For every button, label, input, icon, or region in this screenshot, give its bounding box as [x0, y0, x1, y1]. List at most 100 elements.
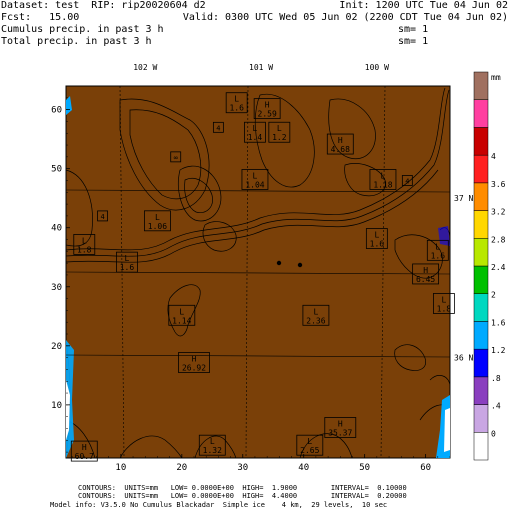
- header-cumulus-sm: sm= 1: [398, 24, 429, 35]
- extremum-label: L1.8: [73, 234, 96, 255]
- extremum-kind: L: [253, 171, 258, 180]
- extremum-value: 1.8: [77, 245, 92, 254]
- extremum-label: L1.18: [369, 169, 397, 190]
- extremum-value: 4: [216, 124, 220, 132]
- extremum-box: [326, 133, 354, 155]
- extremum-value: 2.65: [300, 446, 319, 455]
- header-valid: Valid: 0300 UTC Wed 05 Jun 02 (2200 CDT …: [182, 12, 508, 23]
- extremum-box: [324, 417, 357, 438]
- extremum-label: L1.6: [426, 239, 449, 261]
- extremum-box: [268, 121, 291, 143]
- extremum-box: [244, 121, 266, 143]
- extremum-box: [97, 210, 108, 222]
- header-init: Init: 1200 UTC Tue 04 Jun 02: [339, 0, 508, 11]
- colorbar-swatch: [473, 432, 489, 461]
- extremum-label: L1.32: [198, 434, 226, 456]
- longitude-label: 101 W: [249, 63, 273, 72]
- y-tick-label: 50: [51, 165, 62, 175]
- extremum-value: 35.37: [328, 428, 352, 437]
- extremum-label: H4.68: [326, 133, 354, 155]
- y-axis: 10 20 30 40 50 60: [51, 85, 70, 453]
- extremum-kind: L: [381, 171, 386, 180]
- extremum-label: L1.14: [168, 304, 196, 326]
- extremum-kind: L: [210, 437, 215, 446]
- colorbar-units: mm: [491, 73, 501, 82]
- extremum-value: 1.2: [272, 133, 287, 142]
- extremum-label: H2.59: [253, 98, 281, 120]
- extremum-label: L1.6: [116, 251, 138, 273]
- colorbar-swatch: [473, 265, 489, 294]
- extremum-value: 1.18: [373, 180, 392, 189]
- extremum-kind: L: [234, 95, 239, 104]
- latitude-label: 36 N: [454, 354, 473, 363]
- extremum-value: 1.6: [229, 104, 244, 113]
- x-tick-label: 60: [420, 463, 431, 473]
- colorbar-swatch: [473, 404, 489, 433]
- extremum-kind: H: [192, 355, 197, 364]
- contour-lines: [65, 87, 451, 459]
- colorbar-swatch: [473, 182, 489, 211]
- colorbar-swatch: [473, 321, 489, 350]
- extremum-box: [178, 352, 210, 373]
- extremum-box: [144, 210, 171, 232]
- extremum-label: L1.8: [433, 293, 455, 314]
- extremum-value: 1.8: [437, 304, 452, 313]
- y-tick-label: 60: [51, 106, 62, 116]
- colorbar-label: 3.6: [491, 180, 506, 189]
- x-tick-label: 30: [237, 463, 248, 473]
- extremum-label: 4: [401, 175, 413, 186]
- colorbar: 0 .4 .8 1.2 1.6 2 2.4 2.8 3.2 3.6 4 mm: [473, 71, 506, 461]
- footer-contours-1: CONTOURS: UNITS=mm LOW= 0.0000E+00 HIGH=…: [78, 484, 407, 492]
- extremum-kind: L: [307, 437, 312, 446]
- extremum-box: [70, 440, 98, 462]
- colorbar-label: 1.2: [491, 346, 506, 355]
- extremum-value: ∞: [174, 154, 178, 162]
- colorbar-swatch: [473, 71, 489, 100]
- colorbar-swatch: [473, 348, 489, 378]
- extremum-box: [73, 234, 96, 255]
- extremum-value: 1.6: [431, 251, 446, 260]
- extremum-label: L1.6: [225, 92, 248, 114]
- extremum-box: [369, 169, 397, 190]
- extremum-kind: L: [441, 295, 446, 304]
- extremum-kind: L: [435, 242, 440, 251]
- extremum-box: [426, 239, 449, 261]
- extremum-kind: H: [82, 443, 87, 452]
- latitude-label: 37 N: [454, 194, 473, 203]
- extremum-label: 4: [212, 121, 224, 133]
- extremum-value: 4: [100, 213, 104, 221]
- colorbar-swatch: [473, 99, 489, 128]
- extremum-box: [116, 251, 138, 273]
- extremum-box: [412, 263, 440, 285]
- colorbar-swatch: [473, 154, 489, 184]
- header-cumulus: Cumulus precip. in past 3 h: [1, 24, 164, 35]
- longitude-label: 100 W: [365, 63, 389, 72]
- extremum-value: 26.92: [182, 364, 206, 373]
- y-tick-label: 20: [51, 342, 62, 352]
- colorbar-label: 4: [491, 152, 496, 161]
- colorbar-label: 2: [491, 291, 496, 300]
- header-total: Total precip. in past 3 h: [1, 36, 152, 47]
- extremum-kind: L: [82, 236, 87, 245]
- x-axis: 10 20 30 40 50 60: [71, 454, 451, 473]
- colorbar-label: 0: [491, 429, 496, 438]
- extremum-label: L2.36: [302, 304, 330, 326]
- extremum-box: [198, 434, 226, 456]
- extremum-value: 4.68: [331, 145, 350, 154]
- grid-line: [65, 189, 451, 193]
- extremum-value: 2.36: [306, 316, 325, 325]
- extremum-value: 2.59: [258, 110, 277, 119]
- header-total-sm: sm= 1: [398, 36, 429, 47]
- extremum-label: L1.4: [244, 121, 266, 143]
- longitude-label: 102 W: [133, 63, 157, 72]
- extremum-box: [365, 228, 388, 249]
- extremum-kind: L: [125, 254, 130, 263]
- latitude-labels: 37 N 36 N: [454, 194, 473, 362]
- colorbar-label: .4: [491, 402, 501, 411]
- colorbar-label: 2.8: [491, 235, 506, 244]
- extremum-kind: H: [338, 419, 343, 428]
- extremum-value: 1.6: [120, 263, 135, 272]
- extremum-kind: H: [423, 266, 428, 275]
- extremum-value: 6.45: [416, 275, 435, 284]
- x-tick-label: 10: [115, 463, 126, 473]
